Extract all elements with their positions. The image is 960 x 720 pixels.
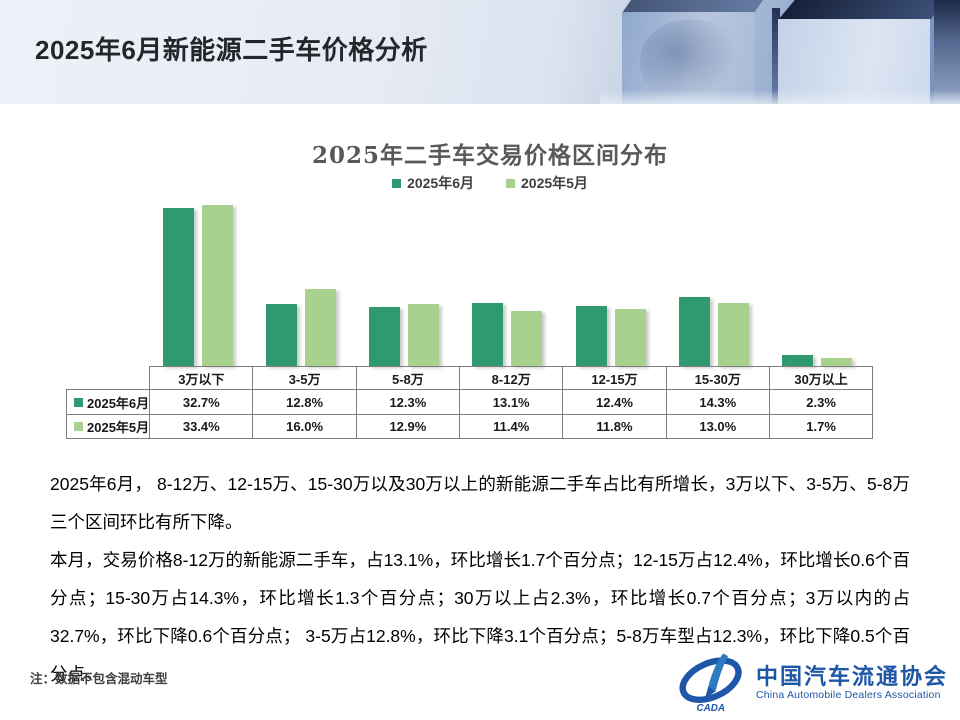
- bar-2025年5月-3-5万: [304, 288, 336, 366]
- cube-decoration: [772, 8, 780, 104]
- table-header-cell: 12-15万: [562, 366, 667, 390]
- table-value-cell: 2.3%: [768, 389, 874, 415]
- table-value-cell: 13.0%: [665, 414, 770, 439]
- table-header-cell: 3万以下: [149, 366, 254, 390]
- chart-category-column: [766, 196, 869, 366]
- logo-org-name-cn: 中国汽车流通协会: [755, 663, 948, 690]
- table-header-cell: 3-5万: [252, 366, 357, 390]
- bar-2025年5月-5-8万: [408, 303, 440, 366]
- slide-title: 2025年6月新能源二手车价格分析: [35, 35, 428, 65]
- table-row-label: 2025年6月: [65, 389, 151, 415]
- table-body: 3万以下 3-5万 5-8万 8-12万 12-15万 15-30万 30万以上 2025年6…: [65, 366, 874, 439]
- chart-legend: 2025年6月 2025年5月: [100, 174, 880, 192]
- chart-plot: [146, 196, 869, 366]
- cube-decoration: [778, 0, 947, 20]
- bar-2025年6月-3-5万: [265, 304, 297, 366]
- bar-2025年6月-8-12万: [472, 302, 504, 366]
- legend-item: 2025年5月: [506, 173, 588, 193]
- table-header-cell: 8-12万: [459, 366, 564, 390]
- table-value-cell: 1.7%: [768, 414, 874, 439]
- bar-2025年6月-15-30万: [679, 297, 711, 366]
- chart-category-column: [146, 196, 249, 366]
- row-swatch-icon: [74, 397, 83, 407]
- legend-label: 2025年6月: [407, 175, 474, 191]
- table-row: 2025年6月 32.7% 12.8% 12.3% 13.1% 12.4% 14.3% 2.3…: [65, 389, 874, 415]
- bar-2025年5月-15-30万: [718, 303, 750, 366]
- chart-category-column: [353, 196, 456, 366]
- row-swatch-icon: [74, 422, 83, 431]
- table-row-label: 2025年5月: [65, 414, 151, 439]
- cube-decoration: [934, 0, 960, 104]
- bar-2025年5月-8-12万: [511, 311, 543, 366]
- table-row: 2025年5月 33.4% 16.0% 12.9% 11.4% 11.8% 13.0% 1.7…: [65, 414, 874, 439]
- legend-swatch-icon: [392, 178, 402, 188]
- analysis-text: 2025年6月， 8-12万、12-15万、15-30万以及30万以上的新能源二…: [50, 465, 910, 693]
- chart-title: 2025年二手车交易价格区间分布: [311, 142, 668, 169]
- chart-category-column: [662, 196, 765, 366]
- table-corner-cell: [67, 367, 150, 390]
- bar-2025年6月-30万以上: [782, 354, 814, 366]
- cube-decoration: [622, 12, 754, 104]
- table-value-cell: 32.7%: [149, 389, 254, 415]
- cada-logo-icon: CADA: [679, 653, 742, 714]
- cube-decoration: [778, 19, 930, 104]
- bar-2025年5月-30万以上: [821, 357, 853, 366]
- bar-2025年6月-3万以下: [162, 208, 194, 366]
- table-value-cell: 14.3%: [665, 389, 770, 415]
- table-value-cell: 16.0%: [252, 414, 357, 439]
- analysis-paragraph: 本月，交易价格8-12万的新能源二手车，占13.1%，环比增长1.7个百分点；1…: [50, 550, 910, 684]
- legend-item: 2025年6月: [392, 173, 474, 193]
- footnote: 注：数据不包含混动车型: [30, 672, 168, 686]
- slide-header: 2025年6月新能源二手车价格分析: [0, 0, 960, 104]
- cada-logo-text: 中国汽车流通协会 China Automobile Dealers Associ…: [756, 665, 948, 702]
- data-table: 3万以下 3-5万 5-8万 8-12万 12-15万 15-30万 30万以上 2025年6…: [65, 366, 874, 439]
- chart-category-column: [559, 196, 662, 366]
- bar-2025年6月-12-15万: [575, 306, 607, 366]
- logo-org-name-en: China Automobile Dealers Association: [755, 688, 941, 701]
- legend-label: 2025年5月: [521, 175, 588, 191]
- bar-2025年5月-12-15万: [614, 309, 646, 366]
- table-value-cell: 11.8%: [562, 414, 667, 439]
- chart-category-column: [249, 196, 352, 366]
- cada-acronym-text: CADA: [696, 703, 724, 714]
- table-value-cell: 33.4%: [149, 414, 254, 439]
- table-header-cell: 15-30万: [665, 366, 770, 390]
- cada-logo: CADA 中国汽车流通协会 China Automobile Dealers A…: [676, 652, 948, 714]
- bar-2025年5月-3万以下: [201, 205, 233, 366]
- table-header-cell: 30万以上: [768, 366, 874, 390]
- world-map-decoration: [640, 20, 735, 100]
- table-value-cell: 12.4%: [562, 389, 667, 415]
- table-value-cell: 12.9%: [355, 414, 461, 439]
- chart-category-column: [456, 196, 559, 366]
- table-value-cell: 13.1%: [459, 389, 564, 415]
- table-value-cell: 12.8%: [252, 389, 357, 415]
- table-value-cell: 12.3%: [355, 389, 461, 415]
- bar-2025年6月-5-8万: [369, 306, 401, 366]
- table-value-cell: 11.4%: [459, 414, 564, 439]
- header-floor-reflection: [600, 90, 960, 104]
- analysis-paragraph: 2025年6月， 8-12万、12-15万、15-30万以及30万以上的新能源二…: [50, 474, 910, 532]
- legend-swatch-icon: [506, 178, 515, 188]
- table-header-cell: 5-8万: [355, 366, 461, 390]
